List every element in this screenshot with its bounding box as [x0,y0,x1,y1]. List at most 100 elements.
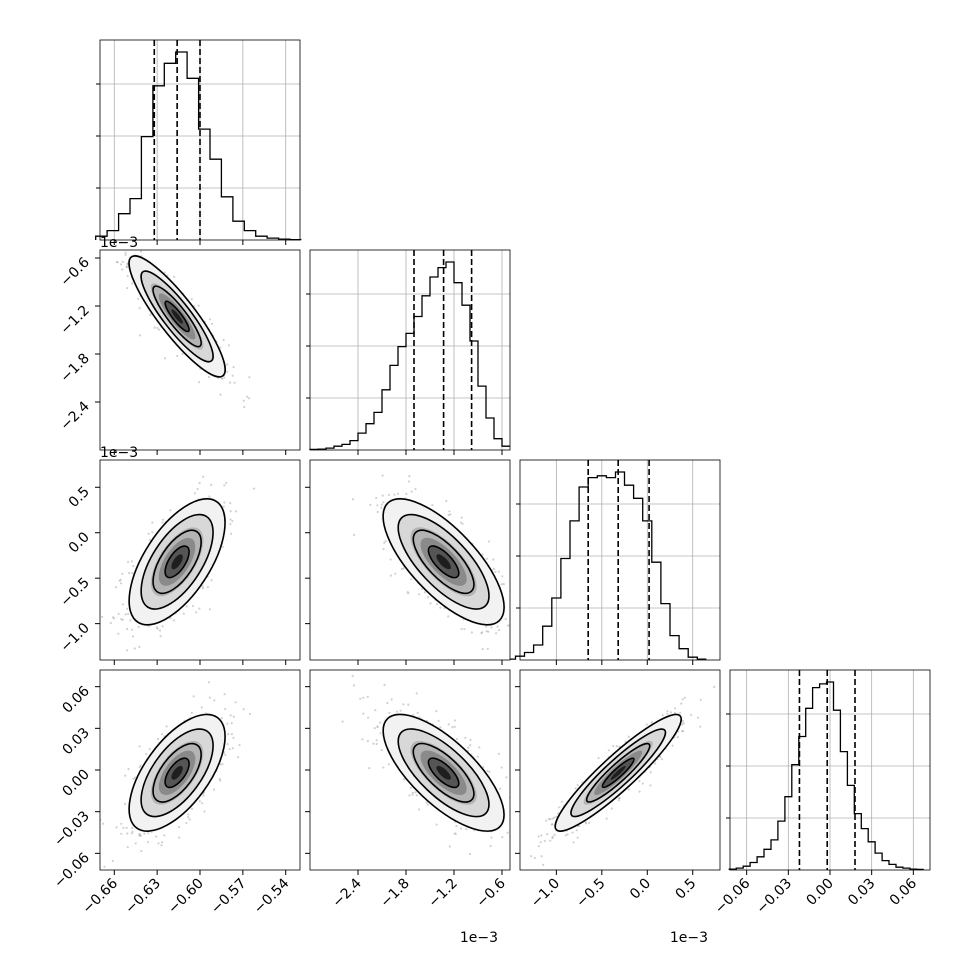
y-tick-label: −2.4 [57,398,92,433]
sample-point [210,579,213,582]
sample-point [478,746,481,749]
sample-point [228,381,232,384]
panel-content [341,675,510,856]
sample-point [201,585,204,588]
sample-point [353,533,356,537]
y-tick-label: −1.0 [57,620,92,655]
sample-point [481,648,484,651]
sample-point [172,619,175,622]
sample-point [375,742,378,746]
sample-point [537,845,540,848]
sample-point [387,763,390,766]
sample-point [195,611,198,614]
sample-point [429,602,432,605]
sample-point [196,487,199,491]
x-tick-label: 0.06 [887,875,920,908]
sample-point [537,835,540,838]
scatter-panel-2-1 [99,249,301,451]
sample-point [533,856,536,860]
y-tick-label: −1.8 [57,351,92,386]
sample-point [126,627,129,631]
sample-point [649,771,652,774]
sample-point [445,499,448,503]
sample-point [132,565,135,568]
sample-point [460,827,463,830]
sample-point [402,778,405,781]
contour-line [412,742,475,803]
sample-point [551,823,554,826]
sample-point [145,753,148,756]
sample-point [234,701,237,704]
sample-point [612,744,615,748]
x-offset-label: 1e−3 [670,930,708,946]
sample-point [126,287,129,290]
sample-point [131,282,134,285]
sample-point [464,736,467,739]
sample-point [206,585,209,589]
sample-point [227,733,230,736]
sample-point [161,625,164,628]
sample-point [498,629,501,632]
sample-point [202,587,205,590]
sample-point [200,706,203,709]
sample-point [395,710,399,713]
y-tick-label: −1.2 [57,303,92,338]
x-offset-label: 1e−3 [460,930,498,946]
sample-point [248,397,251,400]
sample-point [223,693,226,696]
sample-point [448,510,451,513]
sample-point [124,251,127,254]
panel-content [351,474,510,651]
sample-point [460,627,463,631]
histogram-step-line [505,471,707,660]
sample-point [497,570,500,573]
sample-point [666,710,669,713]
sample-point [448,845,451,848]
sample-point [138,745,141,748]
sample-point [207,375,211,379]
sample-point [465,828,468,831]
sample-point [549,818,552,821]
sample-point [138,307,141,310]
sample-point [111,859,114,863]
panel-content [530,685,716,867]
sample-point [376,504,379,507]
sample-point [182,612,185,615]
sample-point [449,513,452,516]
sample-point [402,567,405,570]
sample-point [219,763,222,766]
axes-frame [309,459,511,661]
sample-point [161,841,164,844]
sample-point [138,834,141,837]
sample-point [151,531,154,534]
sample-point [126,275,129,278]
sample-point [103,865,106,868]
sample-point [129,619,132,622]
sample-point [383,541,386,544]
sample-point [453,725,456,728]
sample-point [126,846,129,849]
sample-point [376,510,379,514]
sample-point [125,265,128,268]
sample-point [158,629,162,632]
sample-point [232,366,235,369]
sample-point [674,707,677,710]
contour-line [570,728,667,818]
histogram-step-line [95,51,302,241]
sample-point [163,271,166,274]
sample-point [185,821,188,825]
sample-point [461,522,464,525]
sample-point [121,268,124,271]
contour-line [140,270,214,363]
sample-point [131,830,134,833]
sample-point [198,482,201,485]
sample-point [146,841,150,844]
sample-point [238,744,241,747]
sample-point [190,711,193,714]
sample-point [162,518,165,521]
sample-point [494,570,497,574]
sample-point [550,823,553,826]
sample-point [173,275,176,278]
sample-point [124,802,127,806]
y-tick-label: −0.6 [57,254,92,289]
